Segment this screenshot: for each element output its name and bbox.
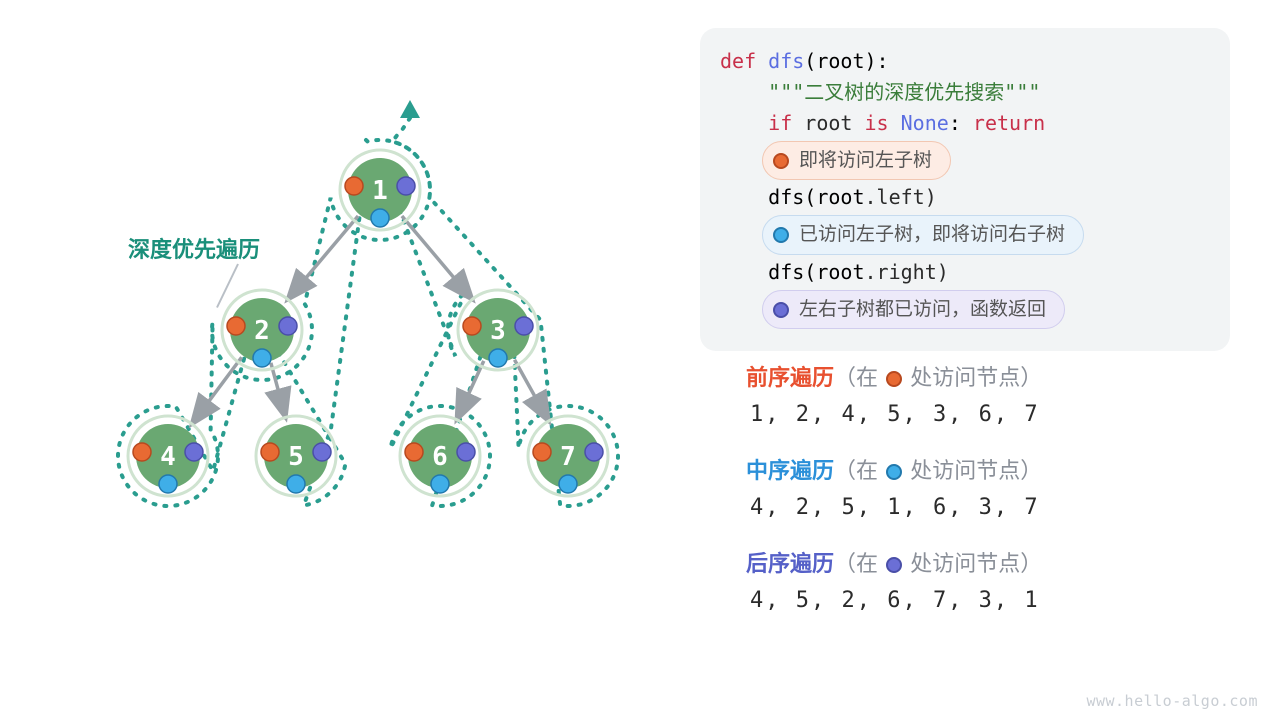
watermark: www.hello-algo.com <box>1086 692 1258 710</box>
badge-text: 即将访问左子树 <box>799 146 932 175</box>
code-line: dfs(root.left) <box>720 182 1210 213</box>
order-note: （在 处访问节点） <box>834 458 1042 483</box>
marker-dot-icon <box>886 464 902 480</box>
marker-dot-icon <box>773 227 789 243</box>
svg-text:1: 1 <box>372 176 388 206</box>
code-badge: 左右子树都已访问，函数返回 <box>762 290 1065 329</box>
order-note: （在 处访问节点） <box>834 365 1042 390</box>
order-title: 中序遍历 <box>746 458 834 483</box>
order-block: 前序遍历（在 处访问节点） 1, 2, 4, 5, 3, 6, 7 <box>746 360 1246 427</box>
exit-arrow <box>398 100 420 136</box>
order-block: 中序遍历（在 处访问节点） 4, 2, 5, 1, 6, 3, 7 <box>746 453 1246 520</box>
badge-text: 已访问左子树，即将访问右子树 <box>799 220 1065 249</box>
order-title: 前序遍历 <box>746 365 834 390</box>
svg-text:2: 2 <box>254 316 270 346</box>
code-badge: 即将访问左子树 <box>762 141 951 180</box>
order-title: 后序遍历 <box>746 551 834 576</box>
tree-svg: 1 2 3 4 5 6 7 <box>0 0 680 720</box>
tree-diagram: 1 2 3 4 5 6 7 深度优先遍历 <box>0 0 680 720</box>
tree-nodes: 1 2 3 4 5 6 7 <box>128 150 608 496</box>
marker-dot-icon <box>773 153 789 169</box>
code-line: if root is None: return <box>720 108 1210 139</box>
svg-text:4: 4 <box>160 442 176 472</box>
marker-dot-icon <box>886 371 902 387</box>
order-sequence: 4, 5, 2, 6, 7, 3, 1 <box>750 588 1246 613</box>
svg-text:7: 7 <box>560 442 576 472</box>
order-note: （在 处访问节点） <box>834 551 1042 576</box>
traversal-orders: 前序遍历（在 处访问节点）1, 2, 4, 5, 3, 6, 7中序遍历（在 处… <box>746 360 1246 639</box>
code-box: def dfs(root): """二叉树的深度优先搜索""" if root … <box>700 28 1230 351</box>
marker-dot-icon <box>886 557 902 573</box>
figure-root: 1 2 3 4 5 6 7 深度优先遍历 def dfs(root): """二叉树的深度优… <box>0 0 1280 720</box>
order-sequence: 4, 2, 5, 1, 6, 3, 7 <box>750 495 1246 520</box>
order-sequence: 1, 2, 4, 5, 3, 6, 7 <box>750 402 1246 427</box>
code-badge: 已访问左子树，即将访问右子树 <box>762 215 1084 254</box>
code-line: dfs(root.right) <box>720 257 1210 288</box>
marker-dot-icon <box>773 302 789 318</box>
svg-text:3: 3 <box>490 316 506 346</box>
code-line: """二叉树的深度优先搜索""" <box>720 77 1210 108</box>
svg-text:6: 6 <box>432 442 448 472</box>
svg-text:5: 5 <box>288 442 304 472</box>
code-line: def dfs(root): <box>720 46 1210 77</box>
badge-text: 左右子树都已访问，函数返回 <box>799 295 1046 324</box>
order-block: 后序遍历（在 处访问节点） 4, 5, 2, 6, 7, 3, 1 <box>746 546 1246 613</box>
dfs-label: 深度优先遍历 <box>128 232 260 264</box>
